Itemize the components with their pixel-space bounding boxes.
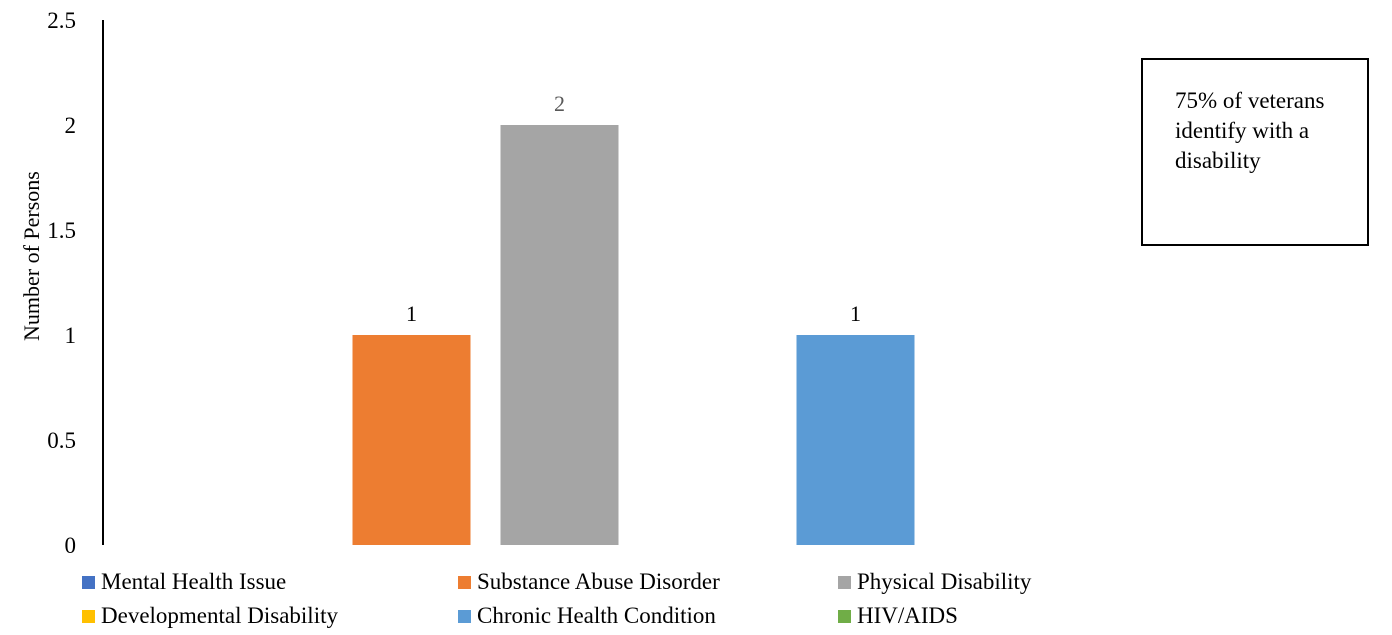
y-tick-label: 1.5: [47, 218, 76, 243]
bars: [352, 125, 915, 545]
legend-swatch: [82, 609, 95, 623]
legend-swatch: [838, 575, 851, 589]
legend-label: Developmental Disability: [101, 603, 338, 628]
bar-substance-abuse-disorder: [352, 335, 471, 545]
data-label: 2: [554, 91, 565, 116]
legend-label: Substance Abuse Disorder: [477, 569, 720, 594]
y-axis-ticks: 0 0.5 1 1.5 2 2.5: [47, 8, 76, 558]
y-tick-label: 1: [65, 323, 77, 348]
annotation-text: 75% of veterans identify with a disabili…: [1175, 88, 1325, 173]
legend-swatch: [82, 575, 95, 589]
legend-label: Chronic Health Condition: [477, 603, 716, 628]
legend-item-substance-abuse-disorder: Substance Abuse Disorder: [458, 568, 720, 596]
legend-swatch: [458, 609, 471, 623]
legend-label: HIV/AIDS: [857, 603, 958, 628]
legend-item-hiv-aids: HIV/AIDS: [838, 602, 958, 630]
annotation-box: 75% of veterans identify with a disabili…: [1141, 58, 1369, 246]
y-tick-label: 0.5: [47, 428, 76, 453]
legend-label: Physical Disability: [857, 569, 1032, 594]
data-label: 1: [850, 301, 861, 326]
y-tick-label: 0: [65, 533, 77, 558]
chart: 0 0.5 1 1.5 2 2.5 1 2 1: [47, 8, 915, 558]
legend-swatch: [838, 609, 851, 623]
y-axis-label: Number of Persons: [19, 171, 44, 341]
bar-chronic-health-condition: [796, 335, 915, 545]
legend-item-chronic-health-condition: Chronic Health Condition: [458, 602, 716, 630]
legend-swatch: [458, 575, 471, 589]
data-label: 1: [406, 301, 417, 326]
legend-label: Mental Health Issue: [101, 569, 287, 594]
data-labels: 1 2 1: [406, 91, 861, 326]
legend-item-mental-health-issue: Mental Health Issue: [82, 568, 286, 596]
y-tick-label: 2.5: [47, 8, 76, 33]
bar-physical-disability: [500, 125, 619, 545]
y-tick-label: 2: [65, 113, 77, 138]
legend-item-developmental-disability: Developmental Disability: [82, 602, 338, 630]
legend-item-physical-disability: Physical Disability: [838, 568, 1031, 596]
